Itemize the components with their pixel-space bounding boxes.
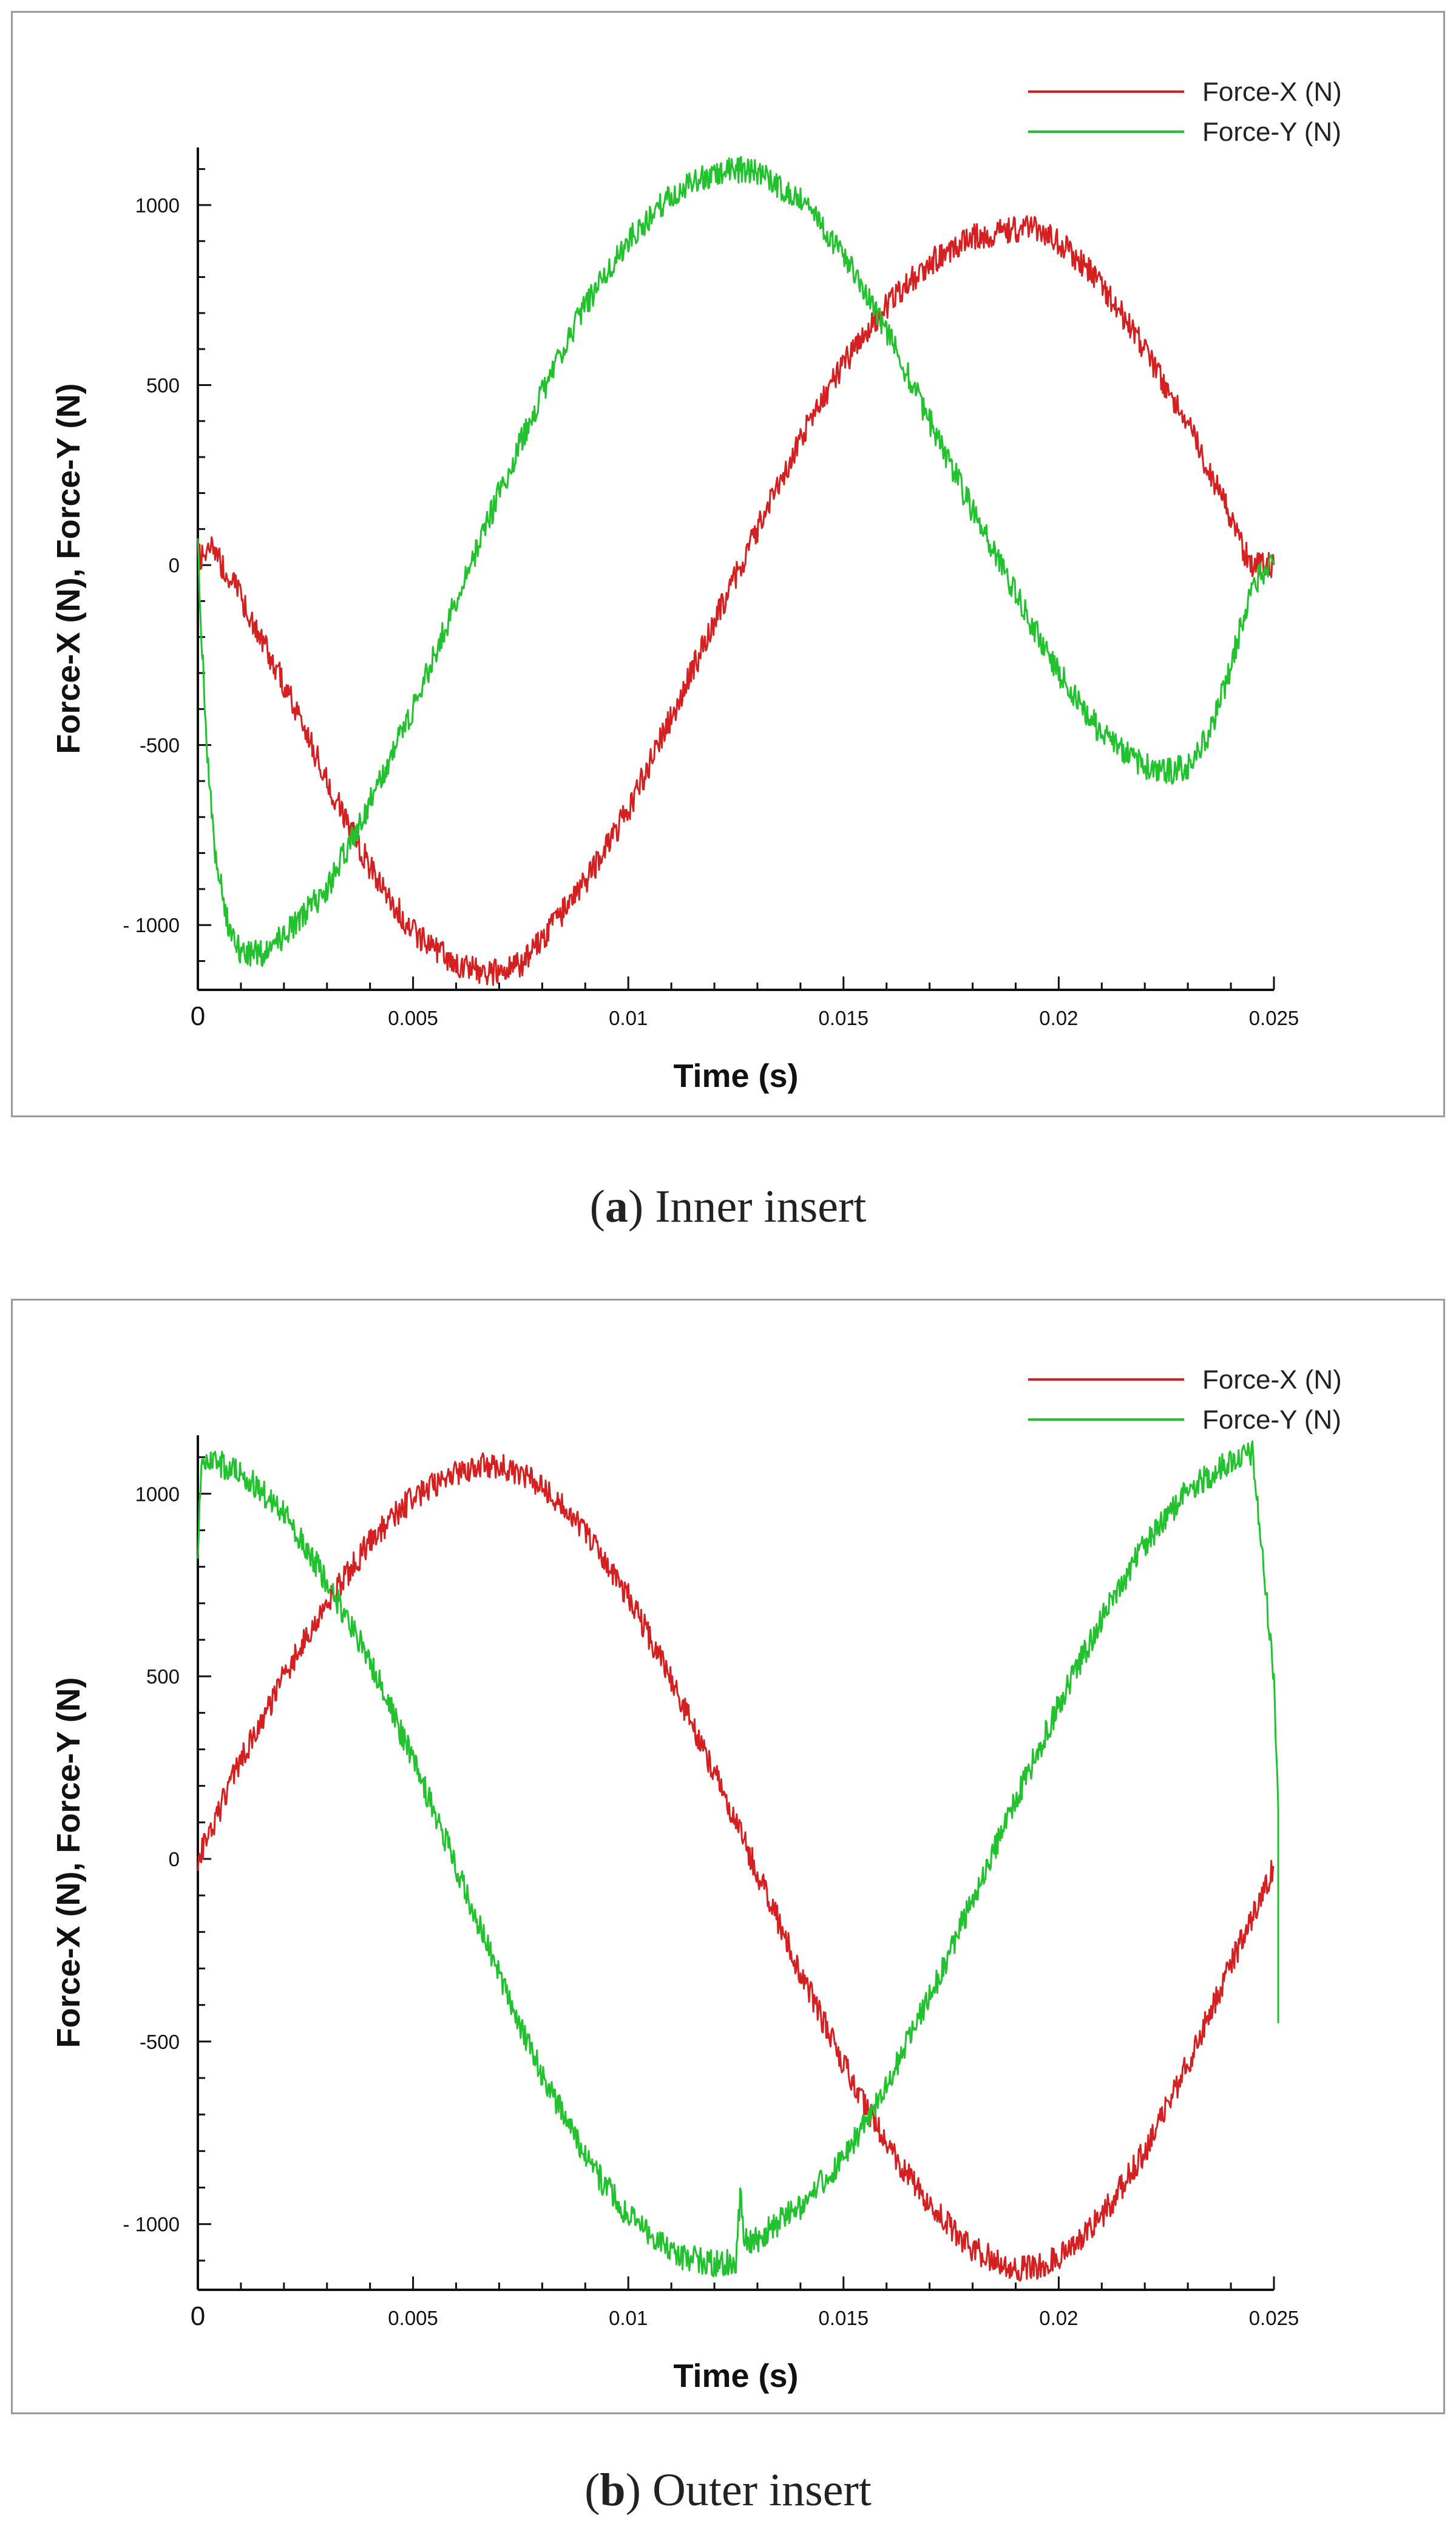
series-line-force-x (197, 1452, 1275, 2282)
caption-b: (b) Outer insert (584, 2465, 872, 2516)
chart-panel-a: - 1000 -500 0 500 1000 0 0.005 0.01 0.015 0.02 0.0… (11, 11, 1445, 1117)
y-tick-label: - 1000 (123, 2213, 180, 2236)
x-tick-label: 0.025 (1249, 1007, 1299, 1029)
x-tick-label: 0.01 (609, 1007, 648, 1029)
chart-b-svg: - 1000 -500 0 500 1000 0 0.005 0.01 0.015 0.02 0.0… (50, 1365, 1342, 2394)
x-tick-label: 0.01 (609, 2307, 648, 2329)
legend-label-force-x: Force-X (N) (1202, 1365, 1342, 1395)
x-tick-label: 0.02 (1039, 1007, 1078, 1029)
series-line-force-y (197, 155, 1275, 967)
series-line-force-y (197, 1440, 1279, 2278)
x-tick-label: 0.015 (819, 2307, 869, 2329)
x-tick-label: 0 (191, 2301, 205, 2331)
legend-label-force-y: Force-Y (N) (1202, 117, 1341, 147)
x-tick-label: 0 (191, 1001, 205, 1031)
y-tick-label: 500 (146, 374, 180, 396)
y-tick-label: - 1000 (123, 914, 180, 936)
x-axis-title: Time (s) (673, 2358, 798, 2394)
y-tick-label: 1000 (135, 194, 180, 217)
y-tick-label: -500 (140, 734, 180, 757)
caption-a-text: Inner insert (643, 1181, 867, 1232)
x-axis-title: Time (s) (673, 1058, 798, 1094)
y-tick-label: -500 (140, 2031, 180, 2053)
x-tick-label: 0.005 (388, 2307, 438, 2329)
y-tick-label: 1000 (135, 1483, 180, 1505)
x-tick-label: 0.02 (1039, 2307, 1078, 2329)
y-axis-title: Force-X (N), Force-Y (N) (50, 1677, 87, 2048)
x-tick-label: 0.025 (1249, 2307, 1299, 2329)
x-tick-label: 0.005 (388, 1007, 438, 1029)
caption-b-letter: b (600, 2465, 626, 2516)
series-line-force-x (197, 215, 1275, 986)
chart-panel-b: - 1000 -500 0 500 1000 0 0.005 0.01 0.015 0.02 0.0… (11, 1299, 1445, 2414)
chart-a-svg: - 1000 -500 0 500 1000 0 0.005 0.01 0.015 0.02 0.0… (50, 77, 1342, 1094)
legend-label-force-y: Force-Y (N) (1202, 1405, 1341, 1435)
y-tick-label: 0 (169, 1848, 180, 1870)
legend-label-force-x: Force-X (N) (1202, 77, 1342, 107)
caption-b-text: Outer insert (641, 2465, 872, 2516)
y-tick-label: 500 (146, 1665, 180, 1688)
x-tick-label: 0.015 (819, 1007, 869, 1029)
caption-a: (a) Inner insert (589, 1181, 867, 1232)
y-axis-title: Force-X (N), Force-Y (N) (50, 383, 87, 754)
caption-a-letter: a (604, 1181, 628, 1232)
y-tick-label: 0 (169, 554, 180, 577)
